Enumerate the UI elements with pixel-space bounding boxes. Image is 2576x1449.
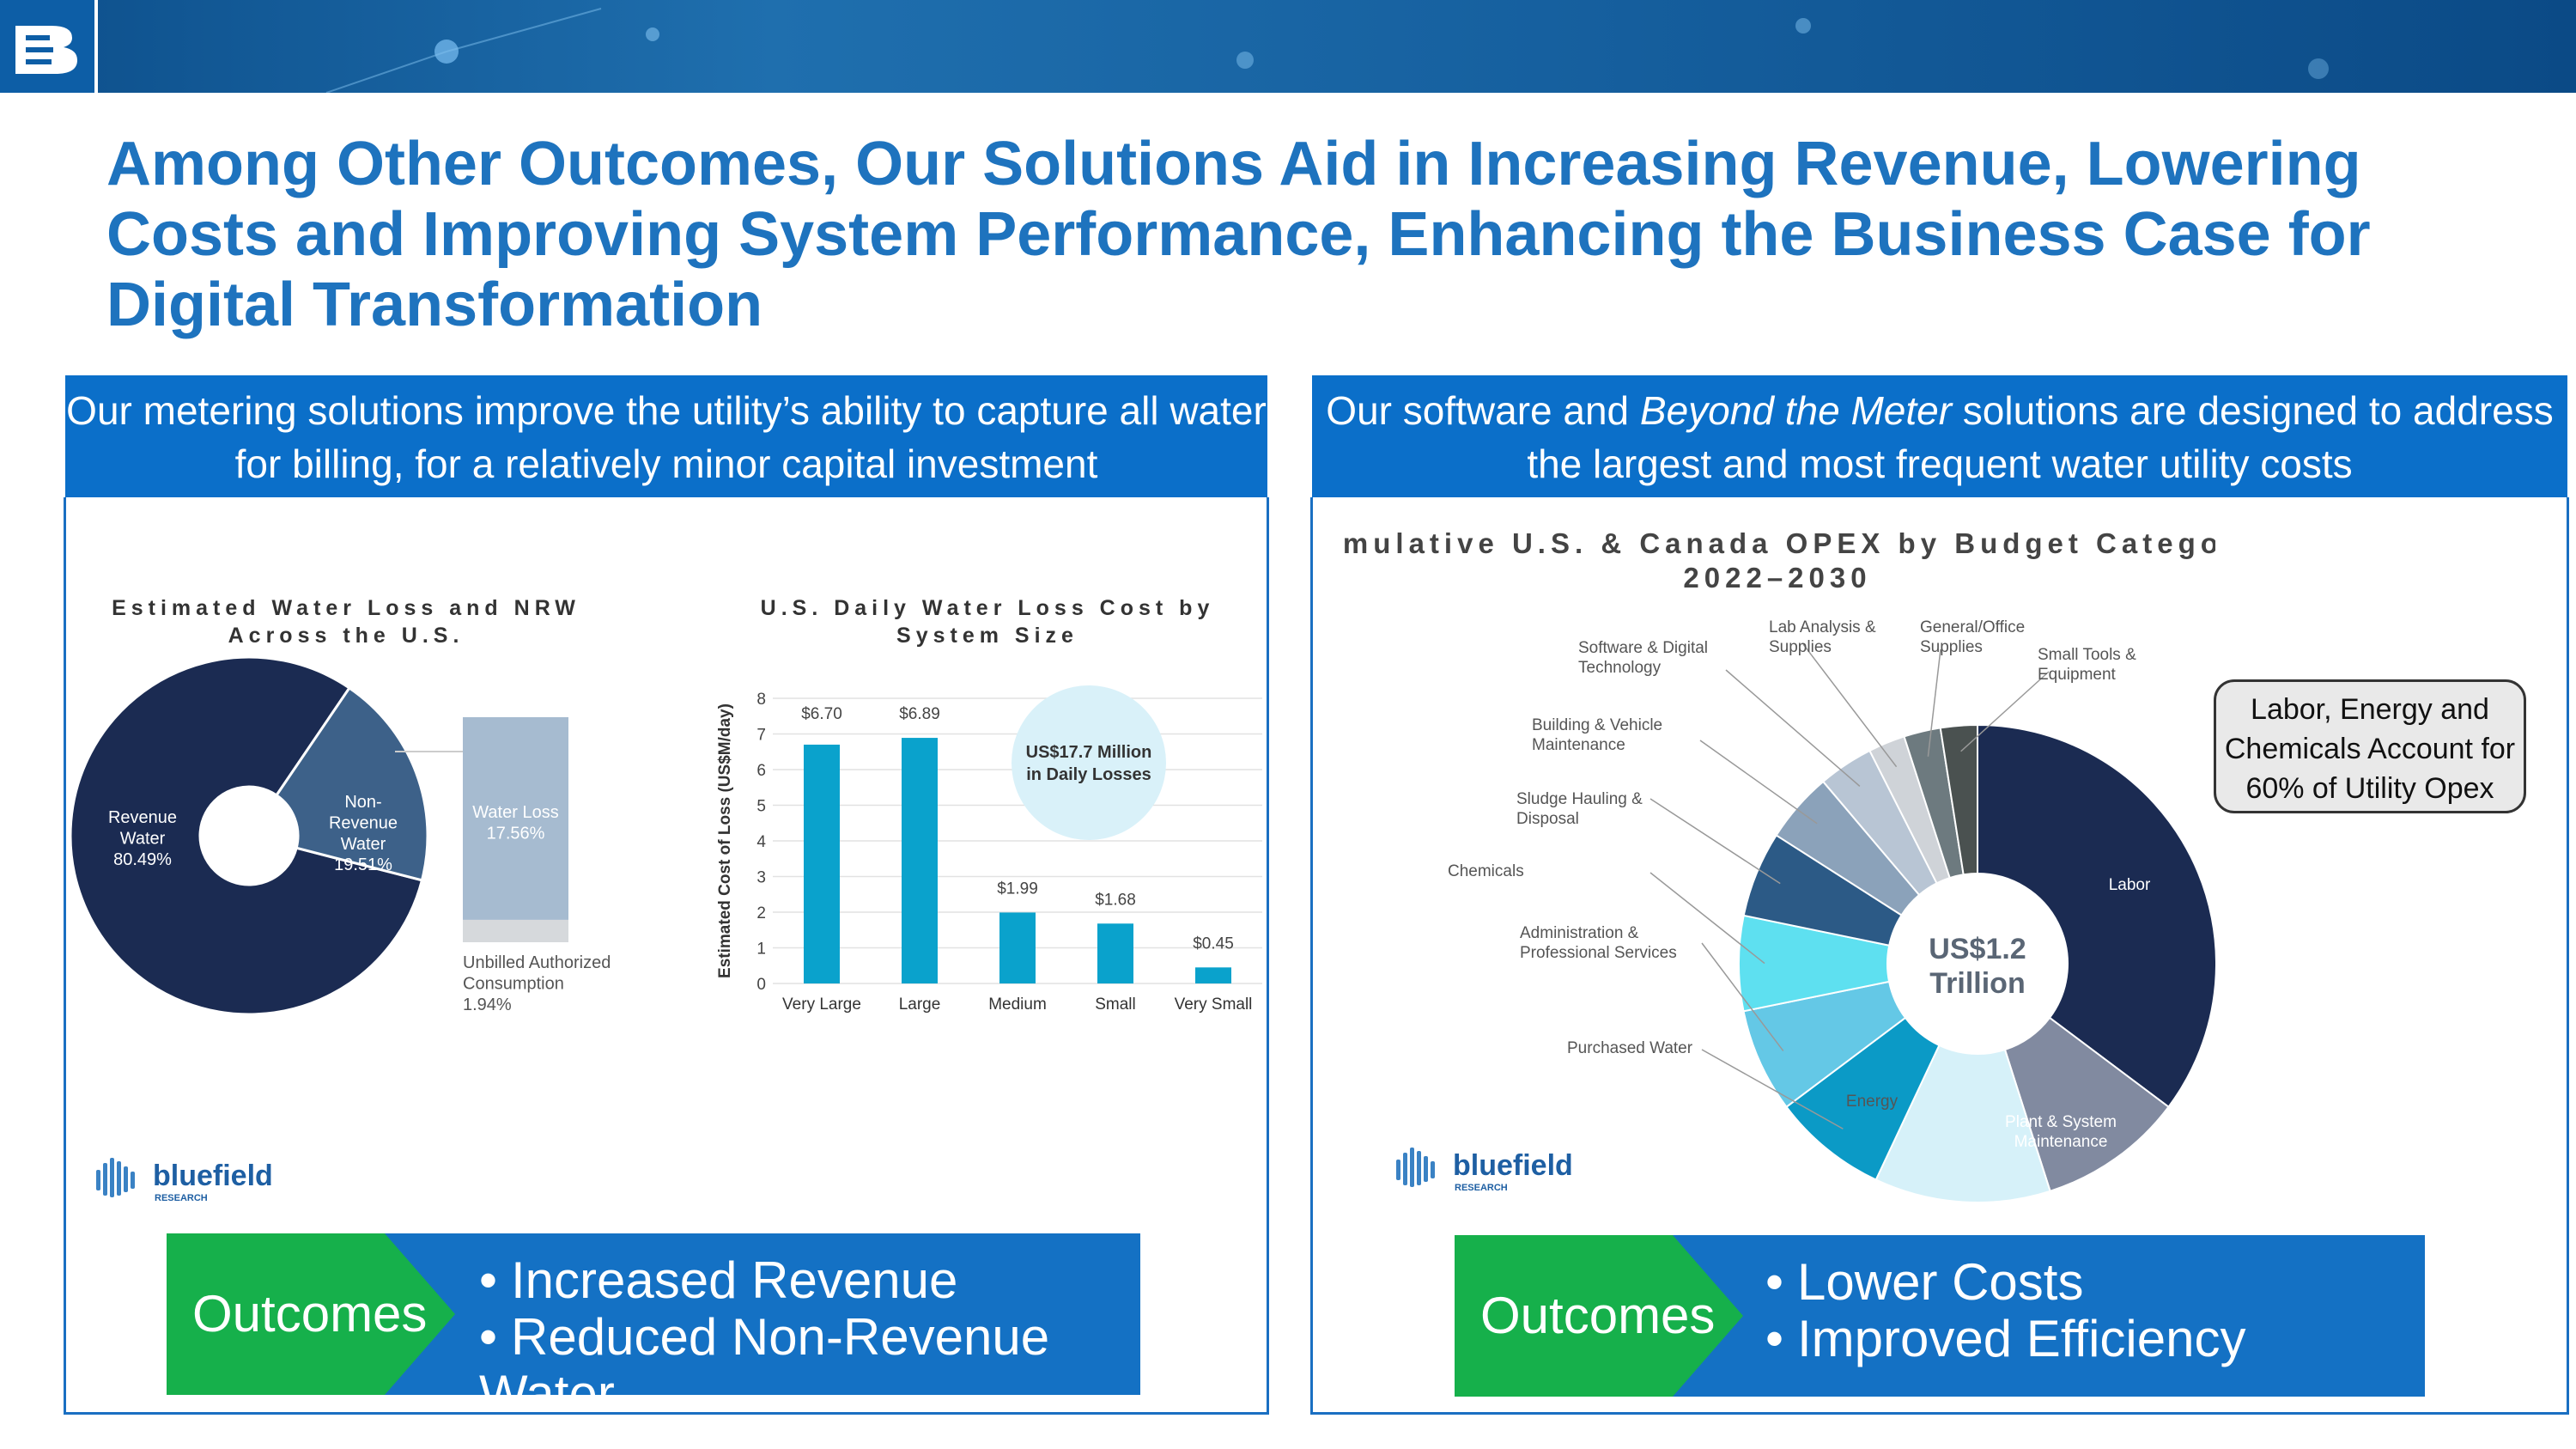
leader-line: [1649, 872, 1765, 965]
bluefield-logo-right: bluefield RESEARCH: [1393, 1141, 1590, 1200]
y-tick-label: 0: [756, 976, 766, 994]
donut-slice-label: Labor: [2109, 876, 2151, 894]
network-background-graphic: [325, 8, 2329, 93]
outcome-item: Reduced Non-Revenue Water: [479, 1309, 1140, 1422]
x-tick-label: Very Large: [782, 995, 861, 1014]
left-panel-header: Our metering solutions improve the utili…: [65, 375, 1267, 497]
right-panel: [1310, 497, 2569, 1415]
y-tick-label: 8: [756, 691, 766, 709]
outcome-item: Lower Costs: [1765, 1254, 2245, 1311]
x-tick-label: Large: [899, 995, 941, 1014]
breakdown-label: Unbilled Authorized Consumption 1.94%: [463, 953, 611, 1014]
leader-line: [1802, 643, 1898, 768]
donut-slice-label: Sludge Hauling & Disposal: [1516, 790, 1643, 828]
page-title: Among Other Outcomes, Our Solutions Aid …: [106, 130, 2371, 339]
left-outcomes-banner: Outcomes Increased Revenue Reduced Non-R…: [167, 1233, 1140, 1422]
y-tick-label: 1: [756, 941, 766, 959]
logo-subtitle: RESEARCH: [155, 1193, 208, 1203]
breakdown-segment: [463, 717, 568, 920]
pie-slice: [69, 655, 424, 1016]
bar-value-label: $6.70: [801, 705, 842, 723]
outcome-item: Increased Revenue: [479, 1252, 1140, 1309]
bar-value-label: $0.45: [1193, 935, 1234, 953]
x-tick-label: Medium: [988, 995, 1047, 1014]
right-outcomes-list: Lower Costs Improved Efficiency: [1765, 1254, 2245, 1367]
bluefield-logo-icon: bluefield RESEARCH: [96, 1158, 273, 1203]
bluefield-logo-left: bluefield RESEARCH: [93, 1151, 290, 1210]
y-tick-label: 3: [756, 869, 766, 887]
donut-slice-label: General/Office Supplies: [1920, 618, 2025, 656]
header-italic-text: Beyond the Meter: [1639, 388, 1953, 433]
header-text: solutions are designed to address the la…: [1527, 388, 2554, 486]
chart-title: Estimated Water Loss and NRW Across the U…: [112, 596, 580, 648]
donut-slice-label: Small Tools & Equipment: [2038, 646, 2136, 684]
bar: [1097, 923, 1133, 983]
logo-subtitle: RESEARCH: [1455, 1183, 1508, 1193]
top-banner: [0, 0, 2576, 93]
bar: [902, 738, 938, 983]
annotation-bubble: [1012, 685, 1166, 840]
bar: [804, 744, 840, 983]
leader-line: [1699, 740, 1818, 825]
leader-line: [1725, 669, 1861, 787]
breakdown-segment: [463, 919, 568, 942]
x-tick-label: Small: [1095, 995, 1136, 1014]
labor-energy-callout: Labor, Energy and Chemicals Account for …: [2214, 679, 2526, 813]
x-tick-label: Very Small: [1175, 995, 1253, 1014]
logo-wordmark: bluefield: [153, 1160, 273, 1192]
y-tick-label: 7: [756, 727, 766, 745]
donut-hole: [1887, 874, 2068, 1054]
donut-slice-label: Building & Vehicle Maintenance: [1532, 716, 1662, 754]
chart-title: Cumulative U.S. & Canada OPEX by Budget …: [1340, 527, 2215, 594]
outcomes-arrow: [167, 1233, 455, 1395]
header-text: Our software and: [1326, 388, 1640, 433]
water-loss-pie-chart: Estimated Water Loss and NRW Across the U…: [69, 596, 611, 1016]
annotation-text: US$17.7 Million in Daily Losses: [1026, 743, 1152, 784]
donut-slice-label: Plant & System Maintenance: [2005, 1113, 2117, 1151]
pie-slice-label: Revenue Water 80.49%: [108, 808, 177, 869]
leader-line: [1927, 648, 1941, 757]
bar-value-label: $1.99: [997, 880, 1038, 898]
bar: [999, 912, 1036, 983]
donut-slice-label: Purchased Water: [1567, 1039, 1693, 1057]
breakdown-label: Water Loss 17.56%: [472, 803, 558, 843]
opex-donut-chart: Cumulative U.S. & Canada OPEX by Budget …: [1340, 527, 2215, 1203]
y-axis-label: Estimated Cost of Loss (US$M/day): [716, 703, 734, 978]
leader-line: [1649, 798, 1781, 885]
logo-wordmark: bluefield: [1453, 1149, 1573, 1182]
y-tick-label: 2: [756, 904, 766, 922]
water-loss-cost-bar-chart: U.S. Daily Water Loss Cost by System Size…: [716, 596, 1262, 1014]
outcomes-label: Outcomes: [1480, 1287, 1716, 1344]
company-logo: [0, 0, 98, 93]
chart-title: U.S. Daily Water Loss Cost by System Size: [761, 596, 1215, 648]
leader-line: [1701, 942, 1784, 1051]
donut-slice-label: Chemicals: [1448, 862, 1524, 880]
left-outcomes-list: Increased Revenue Reduced Non-Revenue Wa…: [479, 1252, 1140, 1422]
company-logo-icon: [15, 26, 77, 74]
right-outcomes-banner: Outcomes Lower Costs Improved Efficiency: [1455, 1235, 2425, 1397]
right-panel-header: Our software and Beyond the Meter soluti…: [1312, 375, 2567, 497]
outcome-item: Improved Efficiency: [1765, 1311, 2245, 1367]
y-tick-label: 6: [756, 762, 766, 780]
donut-slice-label: Lab Analysis & Supplies: [1769, 618, 1876, 656]
y-tick-label: 5: [756, 798, 766, 816]
outcomes-label: Outcomes: [192, 1285, 428, 1342]
leader-line: [1960, 671, 2050, 752]
bar: [1195, 967, 1231, 983]
outcomes-arrow: [1455, 1235, 1743, 1397]
pie-slice: [274, 685, 429, 882]
leader-line: [1701, 1049, 1844, 1129]
donut-slice-label: Software & Digital Technology: [1578, 639, 1708, 677]
bluefield-logo-icon: bluefield RESEARCH: [1396, 1148, 1573, 1193]
pie-slice-label: Non-Revenue Water 19.51%: [329, 793, 398, 874]
y-tick-label: 4: [756, 833, 766, 851]
bar-value-label: $1.68: [1095, 891, 1136, 909]
bar-value-label: $6.89: [899, 705, 940, 723]
donut-center-label: US$1.2 Trillion: [1929, 933, 2026, 1000]
donut-slice-label: Energy: [1846, 1093, 1899, 1111]
donut-slice-label: Administration & Professional Services: [1520, 924, 1677, 962]
